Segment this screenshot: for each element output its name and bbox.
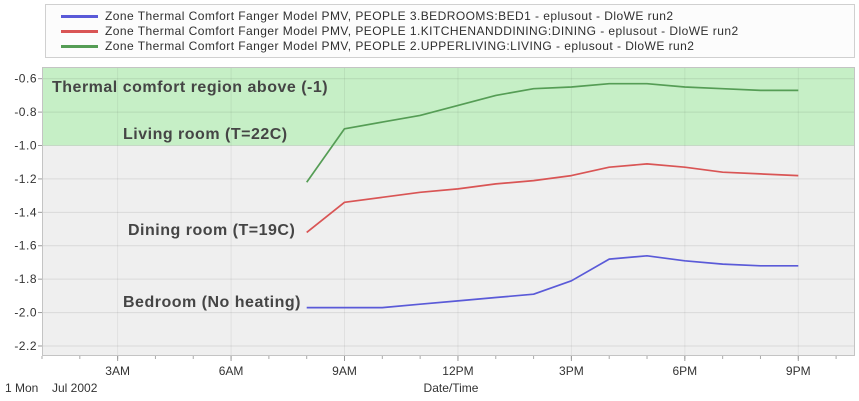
- comfort-region-band: [42, 67, 855, 146]
- legend-label-bedroom: Zone Thermal Comfort Fanger Model PMV, P…: [105, 9, 674, 23]
- x-axis-month-label: Jul 2002: [52, 381, 98, 395]
- x-tick-label: 6PM: [672, 364, 697, 378]
- x-tick-label: 9AM: [332, 364, 357, 378]
- legend-label-dining: Zone Thermal Comfort Fanger Model PMV, P…: [105, 24, 739, 38]
- legend-swatch-bedroom: [61, 15, 98, 18]
- comfort-region-label: Thermal comfort region above (-1): [52, 79, 328, 96]
- y-tick-label: -2.0: [14, 306, 37, 320]
- y-tick-label: -2.2: [14, 339, 37, 353]
- y-tick-label: -0.6: [14, 72, 37, 86]
- living-pmv-line: [306, 82, 799, 183]
- bedroom-pmv-line: [306, 254, 799, 309]
- bedroom-annotation: Bedroom (No heating): [123, 294, 301, 311]
- x-tick-label: 12PM: [442, 364, 473, 378]
- x-tick-label: 9PM: [786, 364, 811, 378]
- legend-item-dining: Zone Thermal Comfort Fanger Model PMV, P…: [46, 24, 854, 39]
- legend-item-bedroom: Zone Thermal Comfort Fanger Model PMV, P…: [46, 9, 854, 24]
- y-tick-label: -1.2: [14, 172, 37, 186]
- legend-label-living: Zone Thermal Comfort Fanger Model PMV, P…: [105, 39, 695, 53]
- x-tick-label: 3PM: [559, 364, 584, 378]
- legend-swatch-dining: [61, 30, 98, 33]
- living-room-annotation: Living room (T=22C): [123, 126, 288, 143]
- y-tick-label: -1.8: [14, 272, 37, 286]
- x-tick-label: 3AM: [105, 364, 130, 378]
- axes: -0.6 -0.8 -1.0 -1.2 -1.4 -1.6 -1.8 -2.0 -2.2 3AM 6…: [14, 72, 837, 378]
- y-tick-label: -1.0: [14, 139, 37, 153]
- plot-frame: [42, 67, 855, 356]
- y-tick-label: -1.4: [14, 205, 37, 219]
- gridlines: [42, 67, 855, 356]
- legend: Zone Thermal Comfort Fanger Model PMV, P…: [45, 4, 855, 58]
- x-tick-label: 6AM: [219, 364, 244, 378]
- series-layer: [306, 82, 799, 309]
- legend-swatch-living: [61, 45, 98, 48]
- legend-item-living: Zone Thermal Comfort Fanger Model PMV, P…: [46, 39, 854, 54]
- dining-room-annotation: Dining room (T=19C): [128, 222, 295, 239]
- y-tick-label: -0.8: [14, 105, 37, 119]
- x-axis-title: Date/Time: [424, 381, 479, 395]
- x-axis-day-label: 1 Mon: [5, 381, 38, 395]
- dining-pmv-line: [306, 163, 799, 234]
- y-tick-label: -1.6: [14, 239, 37, 253]
